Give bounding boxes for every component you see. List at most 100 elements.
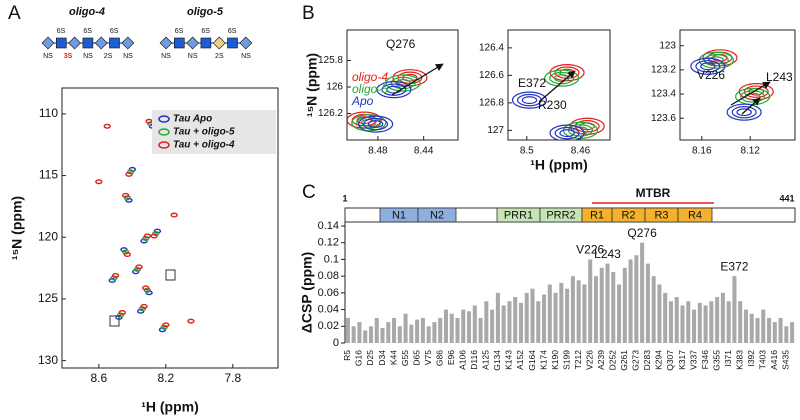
x-tick-label: G134 <box>492 350 502 371</box>
peak-label: E372 <box>720 259 748 273</box>
peak <box>120 247 128 253</box>
x-tick-label: S435 <box>781 350 791 370</box>
plot-frame <box>61 87 279 369</box>
y-axis-title: ΔCSP (ppm) <box>299 252 315 333</box>
legend-label: oligo-4 <box>352 70 388 84</box>
y-tick-label: 0.12 <box>318 237 339 249</box>
glcn-square <box>227 37 238 49</box>
sulfation-label: NS <box>123 53 133 60</box>
y-tick-label: 125.8 <box>318 55 343 66</box>
ido-diamond <box>94 36 108 50</box>
contour-peak <box>392 69 428 87</box>
peak <box>140 238 148 244</box>
x-tick-label: 7.8 <box>224 371 241 385</box>
contour-peak <box>726 103 762 121</box>
x-tick-label: A125 <box>481 350 491 370</box>
bar <box>761 309 766 343</box>
bar <box>449 313 454 343</box>
bar <box>668 301 673 343</box>
bar <box>467 311 472 343</box>
sulfation-label: 2S <box>215 53 224 60</box>
peak-label: V226 <box>576 243 604 257</box>
bar <box>570 276 575 343</box>
y-tick-label: 0.02 <box>318 320 339 332</box>
x-tick-label: K317 <box>677 350 687 370</box>
y-tick-label: 126 <box>326 82 343 93</box>
sulfation-label: 2S <box>104 53 113 60</box>
sulfation-label: 3S <box>64 53 73 60</box>
sulfation-label: NS <box>188 53 198 60</box>
x-tick-label: G355 <box>711 350 721 371</box>
peak <box>131 269 140 275</box>
bar <box>409 324 414 343</box>
bar <box>351 326 356 343</box>
peak <box>170 212 178 218</box>
bar <box>790 322 795 343</box>
ido-diamond <box>68 36 82 50</box>
peak <box>140 303 148 309</box>
bar <box>363 330 368 343</box>
y-tick-label: 130 <box>38 353 58 367</box>
contour-peak <box>358 115 394 133</box>
bar <box>755 317 760 343</box>
sulfation-label: NS <box>43 53 53 60</box>
peak <box>153 228 162 234</box>
bar <box>392 317 397 343</box>
contour-peak <box>549 124 585 140</box>
domain-label: R3 <box>654 209 668 221</box>
y-tick-label: 0 <box>333 337 339 349</box>
y-tick-label: 123 <box>659 40 676 51</box>
y-tick-label: 120 <box>38 229 58 243</box>
oligo-title: oligo-5 <box>187 6 224 18</box>
bar <box>628 259 633 343</box>
peak <box>103 123 111 129</box>
bar <box>368 326 373 343</box>
x-tick-label: 8.5 <box>520 146 534 157</box>
x-tick-label: S199 <box>561 350 571 370</box>
bar <box>651 276 656 343</box>
sulfation-label: 6S <box>228 28 237 35</box>
bar <box>524 292 529 343</box>
sulfation-label: NS <box>241 53 251 60</box>
bar <box>657 284 662 343</box>
x-tick-label: A152 <box>515 350 525 370</box>
bar <box>634 255 639 343</box>
peak-annotation: L243 <box>766 70 793 84</box>
peak-annotation: R230 <box>538 98 567 112</box>
x-tick-label: G55 <box>400 350 410 366</box>
bar <box>386 322 391 343</box>
peak <box>152 231 160 237</box>
y-tick-label: 125 <box>38 291 58 305</box>
contour-peak <box>736 108 752 117</box>
bar <box>743 309 748 343</box>
bar <box>403 313 408 343</box>
x-tick-label: R5 <box>342 350 352 361</box>
contour-peak <box>695 60 721 73</box>
bar <box>593 276 598 343</box>
domain-label: N1 <box>392 209 406 221</box>
x-tick-label: F346 <box>700 350 710 370</box>
x-tick-label: G261 <box>619 350 629 371</box>
domain-label: N2 <box>430 209 444 221</box>
bar <box>738 301 743 343</box>
peak-annotation: E372 <box>518 76 546 90</box>
region-label: MTBR <box>636 186 671 200</box>
y-axis-title: ¹⁵N (ppm) <box>9 196 25 260</box>
contour-peak <box>690 57 726 75</box>
bar <box>530 288 535 343</box>
bar <box>709 301 714 343</box>
shift-arrow <box>539 70 576 102</box>
bar <box>611 271 616 343</box>
ido-diamond <box>212 36 226 50</box>
bar <box>357 322 362 343</box>
bar <box>345 317 350 343</box>
bar <box>495 292 500 343</box>
bar <box>715 297 720 343</box>
bar <box>680 305 685 343</box>
bar <box>767 317 772 343</box>
y-tick-label: 126.4 <box>479 43 504 54</box>
legend-swatch <box>158 115 170 123</box>
x-tick-label: 8.46 <box>571 146 591 157</box>
sulfation-label: 6S <box>110 28 119 35</box>
